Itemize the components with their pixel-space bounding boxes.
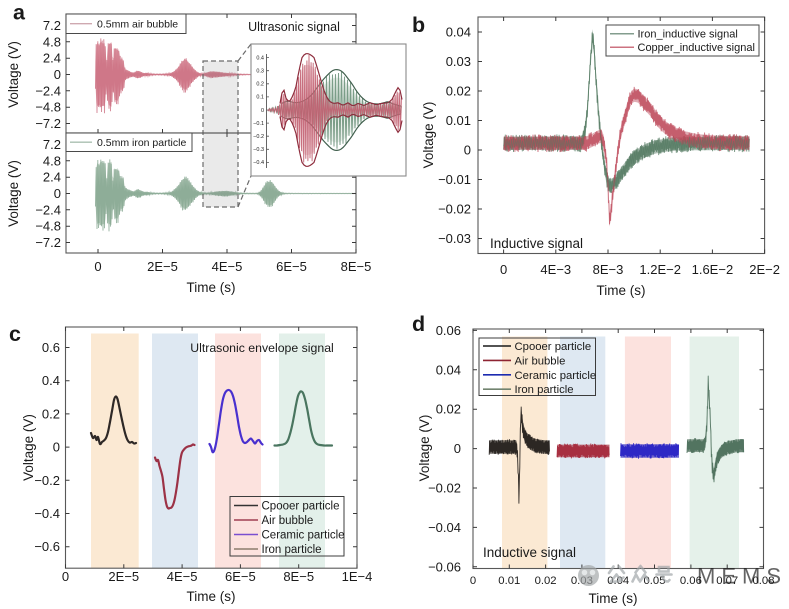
- svg-text:6E−5: 6E−5: [276, 259, 307, 274]
- svg-text:Inductive signal: Inductive signal: [483, 545, 576, 560]
- svg-text:0.04: 0.04: [446, 25, 471, 40]
- svg-text:1E−4: 1E−4: [342, 569, 373, 584]
- svg-text:0: 0: [500, 262, 507, 277]
- svg-text:Iron_inductive signal: Iron_inductive signal: [638, 29, 738, 41]
- svg-text:0.2: 0.2: [256, 82, 264, 88]
- svg-text:0: 0: [54, 186, 61, 201]
- svg-text:0: 0: [94, 259, 101, 274]
- svg-text:Ultrasonic envelope signal: Ultrasonic envelope signal: [190, 341, 334, 355]
- svg-text:Ultrasonic signal: Ultrasonic signal: [248, 20, 340, 34]
- svg-text:Voltage (V): Voltage (V): [6, 41, 21, 108]
- svg-text:0: 0: [261, 108, 264, 114]
- svg-text:c: c: [9, 322, 21, 346]
- svg-text:−0.02: −0.02: [438, 202, 471, 217]
- svg-text:0.02: 0.02: [436, 402, 461, 417]
- svg-text:−2.4: −2.4: [35, 202, 61, 217]
- svg-text:Voltage (V): Voltage (V): [21, 414, 36, 481]
- svg-text:0.5mm air bubble: 0.5mm air bubble: [97, 19, 178, 31]
- svg-text:0.1: 0.1: [256, 95, 264, 101]
- svg-text:Air bubble: Air bubble: [515, 355, 566, 367]
- svg-text:−2.4: −2.4: [35, 83, 61, 98]
- svg-text:8E−5: 8E−5: [341, 259, 372, 274]
- svg-text:−0.02: −0.02: [428, 481, 461, 496]
- svg-text:0: 0: [54, 67, 61, 82]
- svg-text:4.8: 4.8: [43, 34, 61, 49]
- svg-text:Iron particle: Iron particle: [262, 544, 322, 556]
- svg-text:0.2: 0.2: [42, 406, 60, 421]
- svg-text:Copper_inductive signal: Copper_inductive signal: [638, 42, 755, 54]
- svg-text:8E−5: 8E−5: [283, 569, 314, 584]
- svg-text:−0.4: −0.4: [253, 160, 264, 166]
- svg-text:Voltage (V): Voltage (V): [417, 415, 432, 482]
- svg-text:8E−3: 8E−3: [593, 262, 624, 277]
- svg-text:−7.2: −7.2: [35, 235, 61, 250]
- svg-text:0.01: 0.01: [446, 113, 471, 128]
- svg-text:0: 0: [464, 143, 471, 158]
- svg-text:Time (s): Time (s): [597, 283, 646, 298]
- svg-text:0: 0: [454, 441, 461, 456]
- svg-text:−0.2: −0.2: [253, 134, 264, 140]
- svg-text:Voltage (V): Voltage (V): [421, 102, 436, 169]
- svg-text:4E−5: 4E−5: [212, 259, 243, 274]
- svg-text:4.8: 4.8: [43, 153, 61, 168]
- svg-text:0.01: 0.01: [498, 575, 520, 587]
- svg-text:−0.03: −0.03: [438, 231, 471, 246]
- svg-text:−0.4: −0.4: [34, 506, 60, 521]
- svg-text:1.6E−2: 1.6E−2: [692, 262, 734, 277]
- svg-text:0.5mm iron particle: 0.5mm iron particle: [97, 137, 186, 149]
- svg-text:0.03: 0.03: [446, 54, 471, 69]
- svg-text:−7.2: −7.2: [35, 116, 61, 131]
- svg-text:a: a: [13, 1, 26, 25]
- svg-text:2.4: 2.4: [43, 51, 61, 66]
- svg-text:0.4: 0.4: [256, 55, 264, 61]
- svg-text:−0.04: −0.04: [428, 520, 461, 535]
- svg-text:MEMS: MEMS: [697, 564, 787, 589]
- svg-text:4E−5: 4E−5: [167, 569, 198, 584]
- svg-text:Ceramic particle: Ceramic particle: [515, 370, 597, 382]
- svg-text:Air bubble: Air bubble: [262, 515, 314, 527]
- svg-text:0.02: 0.02: [446, 84, 471, 99]
- svg-text:0: 0: [470, 575, 476, 587]
- svg-text:0.02: 0.02: [535, 575, 557, 587]
- svg-text:0.6: 0.6: [42, 340, 60, 355]
- svg-text:Inductive signal: Inductive signal: [490, 236, 583, 251]
- svg-text:Time (s): Time (s): [187, 589, 236, 604]
- svg-text:−0.3: −0.3: [253, 147, 264, 153]
- svg-text:0: 0: [53, 440, 60, 455]
- svg-text:d: d: [412, 312, 425, 336]
- svg-text:−0.6: −0.6: [34, 539, 60, 554]
- svg-text:1.2E−2: 1.2E−2: [639, 262, 681, 277]
- svg-text:2E−5: 2E−5: [147, 259, 178, 274]
- svg-text:0.3: 0.3: [256, 69, 264, 75]
- svg-text:−0.06: −0.06: [428, 559, 461, 574]
- svg-text:−4.8: −4.8: [35, 100, 61, 115]
- svg-text:0.08: 0.08: [753, 575, 775, 587]
- svg-text:−4.8: −4.8: [35, 219, 61, 234]
- svg-text:0.05: 0.05: [644, 575, 666, 587]
- svg-text:−0.1: −0.1: [253, 121, 264, 127]
- svg-text:0: 0: [62, 569, 69, 584]
- svg-text:4E−3: 4E−3: [540, 262, 571, 277]
- svg-text:−0.01: −0.01: [438, 172, 471, 187]
- svg-text:0.07: 0.07: [716, 575, 738, 587]
- svg-text:0.04: 0.04: [436, 362, 461, 377]
- svg-text:2.4: 2.4: [43, 170, 61, 185]
- svg-text:2E−2: 2E−2: [749, 262, 780, 277]
- svg-text:0.06: 0.06: [680, 575, 702, 587]
- svg-text:Cpooer particle: Cpooer particle: [515, 341, 592, 353]
- svg-text:b: b: [412, 13, 425, 37]
- svg-text:Time (s): Time (s): [589, 591, 638, 606]
- svg-text:Iron particle: Iron particle: [515, 384, 574, 396]
- svg-text:Ceramic particle: Ceramic particle: [262, 530, 345, 542]
- svg-text:2E−5: 2E−5: [108, 569, 139, 584]
- svg-text:0.06: 0.06: [436, 323, 461, 338]
- svg-text:7.2: 7.2: [43, 18, 61, 33]
- svg-text:Time (s): Time (s): [187, 280, 236, 295]
- svg-text:Voltage (V): Voltage (V): [6, 160, 21, 227]
- svg-text:0.4: 0.4: [42, 373, 60, 388]
- svg-text:−0.2: −0.2: [34, 473, 60, 488]
- svg-text:7.2: 7.2: [43, 137, 61, 152]
- svg-text:Cpooer particle: Cpooer particle: [262, 501, 340, 513]
- svg-text:6E−5: 6E−5: [225, 569, 256, 584]
